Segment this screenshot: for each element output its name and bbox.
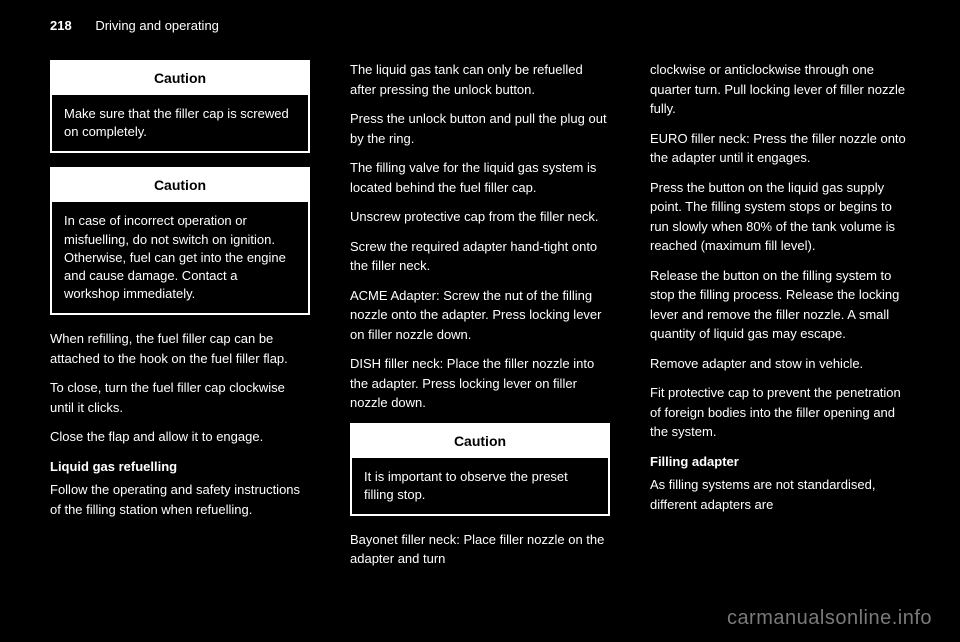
paragraph: Release the button on the filling system… — [650, 266, 910, 344]
caution-header: Caution — [52, 169, 308, 202]
caution-box-2: Caution In case of incorrect operation o… — [50, 167, 310, 315]
paragraph: Close the flap and allow it to engage. — [50, 427, 310, 447]
paragraph: Press the unlock button and pull the plu… — [350, 109, 610, 148]
caution-box-1: Caution Make sure that the filler cap is… — [50, 60, 310, 153]
paragraph: DISH filler neck: Place the filler nozzl… — [350, 354, 610, 413]
caution-header: Caution — [352, 425, 608, 458]
page-container: Caution Make sure that the filler cap is… — [0, 0, 960, 642]
paragraph: When refilling, the fuel filler cap can … — [50, 329, 310, 368]
paragraph: clockwise or anticlockwise through one q… — [650, 60, 910, 119]
paragraph: The filling valve for the liquid gas sys… — [350, 158, 610, 197]
paragraph: Follow the operating and safety instruct… — [50, 480, 310, 519]
paragraph: Bayonet filler neck: Place filler nozzle… — [350, 530, 610, 569]
caution-box-3: Caution It is important to observe the p… — [350, 423, 610, 516]
paragraph: As filling systems are not standardised,… — [650, 475, 910, 514]
page-number: 218 — [50, 18, 72, 33]
paragraph: ACME Adapter: Screw the nut of the filli… — [350, 286, 610, 345]
caution-body: In case of incorrect operation or misfue… — [52, 202, 308, 313]
caution-body: Make sure that the filler cap is screwed… — [52, 95, 308, 151]
paragraph: Screw the required adapter hand-tight on… — [350, 237, 610, 276]
subsection-title: Liquid gas refuelling — [50, 457, 310, 477]
paragraph: To close, turn the fuel filler cap clock… — [50, 378, 310, 417]
paragraph: Press the button on the liquid gas suppl… — [650, 178, 910, 256]
paragraph: Unscrew protective cap from the filler n… — [350, 207, 610, 227]
paragraph: The liquid gas tank can only be refuelle… — [350, 60, 610, 99]
paragraph: Remove adapter and stow in vehicle. — [650, 354, 910, 374]
paragraph: Fit protective cap to prevent the penetr… — [650, 383, 910, 442]
column-3: clockwise or anticlockwise through one q… — [650, 30, 910, 622]
watermark: carmanualsonline.info — [727, 607, 932, 630]
paragraph: EURO filler neck: Press the filler nozzl… — [650, 129, 910, 168]
column-2: The liquid gas tank can only be refuelle… — [350, 30, 610, 622]
column-1: Caution Make sure that the filler cap is… — [50, 30, 310, 622]
caution-body: It is important to observe the preset fi… — [352, 458, 608, 514]
subsection-title: Filling adapter — [650, 452, 910, 472]
section-name: Driving and operating — [95, 18, 219, 33]
page-header: 218 Driving and operating — [50, 18, 219, 33]
caution-header: Caution — [52, 62, 308, 95]
